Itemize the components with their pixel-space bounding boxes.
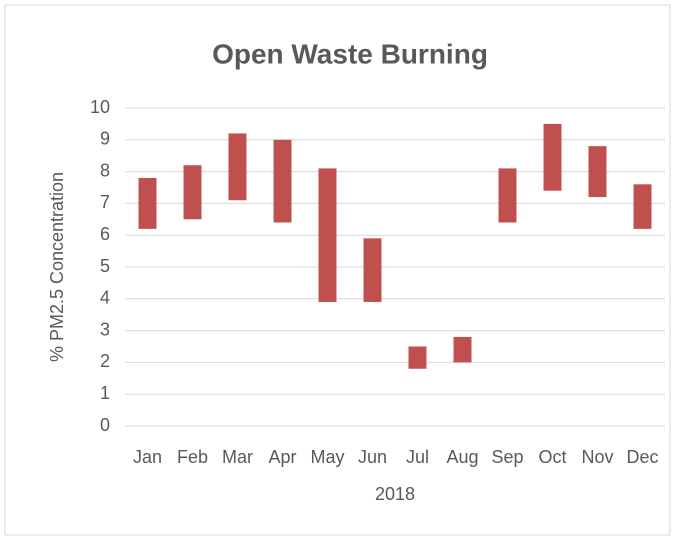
x-tick-label: Dec	[626, 447, 658, 467]
y-tick-label: 3	[100, 319, 110, 339]
chart-title: Open Waste Burning	[212, 38, 488, 69]
y-tick-label: 8	[100, 160, 110, 180]
y-tick-label: 1	[100, 383, 110, 403]
y-tick-label: 7	[100, 192, 110, 212]
x-tick-label: Feb	[177, 447, 208, 467]
x-tick-label: Mar	[222, 447, 253, 467]
bar	[588, 146, 607, 198]
x-tick-label: Aug	[446, 447, 478, 467]
bar	[273, 139, 292, 223]
bar	[498, 168, 517, 223]
x-tick-label: May	[310, 447, 344, 467]
x-tick-label: Apr	[268, 447, 296, 467]
x-tick-label: Sep	[491, 447, 523, 467]
y-tick-label: 4	[100, 288, 110, 308]
y-tick-label: 10	[90, 97, 110, 117]
bar	[318, 168, 337, 302]
bar	[633, 184, 652, 229]
x-tick-label: Jul	[406, 447, 429, 467]
x-tick-label: Jan	[133, 447, 162, 467]
y-axis-label: % PM2.5 Concentration	[47, 172, 67, 362]
chart-border	[4, 4, 671, 536]
y-tick-label: 9	[100, 129, 110, 149]
x-axis-label: 2018	[375, 484, 415, 504]
bar	[228, 133, 247, 201]
bar	[408, 346, 427, 369]
bar	[138, 177, 157, 229]
bar	[543, 123, 562, 191]
bar	[183, 165, 202, 220]
x-tick-label: Nov	[581, 447, 613, 467]
y-tick-label: 0	[100, 415, 110, 435]
y-tick-label: 2	[100, 351, 110, 371]
bar	[363, 238, 382, 302]
y-tick-label: 6	[100, 224, 110, 244]
y-tick-label: 5	[100, 256, 110, 276]
x-tick-label: Oct	[538, 447, 566, 467]
bar	[453, 336, 472, 363]
x-tick-label: Jun	[358, 447, 387, 467]
